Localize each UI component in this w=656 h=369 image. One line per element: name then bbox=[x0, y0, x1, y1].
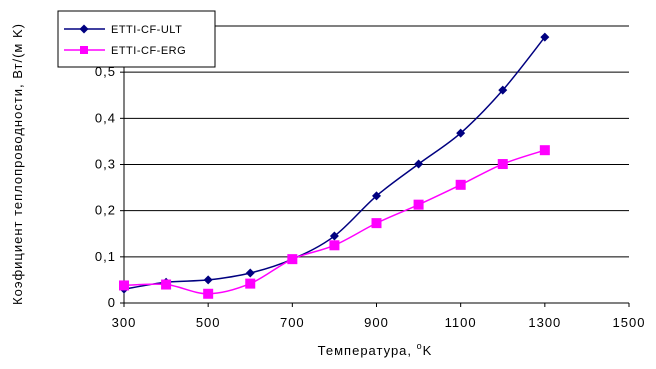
data-point-etti-cf-ult bbox=[329, 231, 339, 241]
x-axis-label-unit: K bbox=[423, 343, 433, 358]
x-tick-label: 1100 bbox=[445, 315, 477, 330]
tick-labels: 0 0,1 0,2 0,3 0,4 0,5 300 500 700 900 1100 1300 1500 bbox=[95, 64, 646, 330]
x-tick-label: 1500 bbox=[613, 315, 646, 330]
x-tick-label: 700 bbox=[280, 315, 305, 330]
grid-lines bbox=[124, 25, 629, 258]
data-point-etti-cf-erg bbox=[413, 199, 424, 210]
data-point-etti-cf-erg bbox=[161, 279, 172, 290]
legend-label-ult: ETTI-CF-ULT bbox=[111, 24, 182, 36]
x-axis-label-text: Температура, bbox=[318, 343, 417, 358]
y-tick-label: 0,5 bbox=[95, 64, 116, 79]
data-point-etti-cf-ult bbox=[203, 275, 213, 285]
data-point-etti-cf-erg bbox=[497, 159, 508, 170]
legend-box bbox=[57, 10, 216, 68]
data-point-etti-cf-ult bbox=[372, 191, 381, 201]
x-tick-label: 1300 bbox=[528, 315, 561, 330]
series-group bbox=[119, 32, 550, 299]
data-point-etti-cf-erg bbox=[119, 280, 129, 291]
x-axis-label-degree: o bbox=[417, 341, 423, 351]
y-tick-label: 0,1 bbox=[95, 249, 116, 264]
x-axis-label: Температура, oK bbox=[318, 341, 433, 358]
data-point-etti-cf-erg bbox=[371, 218, 382, 229]
axes bbox=[120, 26, 630, 307]
data-point-etti-cf-erg bbox=[539, 145, 550, 156]
data-point-etti-cf-erg bbox=[203, 288, 214, 299]
data-point-etti-cf-ult bbox=[540, 32, 550, 42]
y-tick-label: 0,4 bbox=[95, 110, 116, 125]
data-point-etti-cf-ult bbox=[245, 268, 255, 278]
y-tick-label: 0,3 bbox=[95, 157, 116, 172]
y-tick-label: 0,2 bbox=[95, 203, 116, 218]
legend-marker-ult bbox=[79, 24, 89, 34]
data-point-etti-cf-erg bbox=[455, 179, 466, 190]
data-point-etti-cf-ult bbox=[456, 128, 466, 138]
data-point-etti-cf-erg bbox=[329, 240, 340, 251]
data-point-etti-cf-ult bbox=[414, 159, 424, 169]
legend: ETTI-CF-ULT ETTI-CF-ERG bbox=[57, 10, 216, 68]
legend-label-erg: ETTI-CF-ERG bbox=[111, 45, 186, 57]
data-point-etti-cf-ult bbox=[498, 85, 508, 95]
y-tick-label: 0 bbox=[108, 295, 116, 310]
legend-marker-erg bbox=[80, 46, 88, 54]
y-axis-label: Коэфициент теплопроводности, Вт/(м K) bbox=[10, 23, 25, 305]
data-point-etti-cf-erg bbox=[287, 254, 298, 265]
x-tick-label: 300 bbox=[112, 315, 137, 330]
x-tick-label: 900 bbox=[364, 315, 389, 330]
data-point-etti-cf-erg bbox=[245, 278, 256, 289]
x-tick-label: 500 bbox=[196, 315, 221, 330]
